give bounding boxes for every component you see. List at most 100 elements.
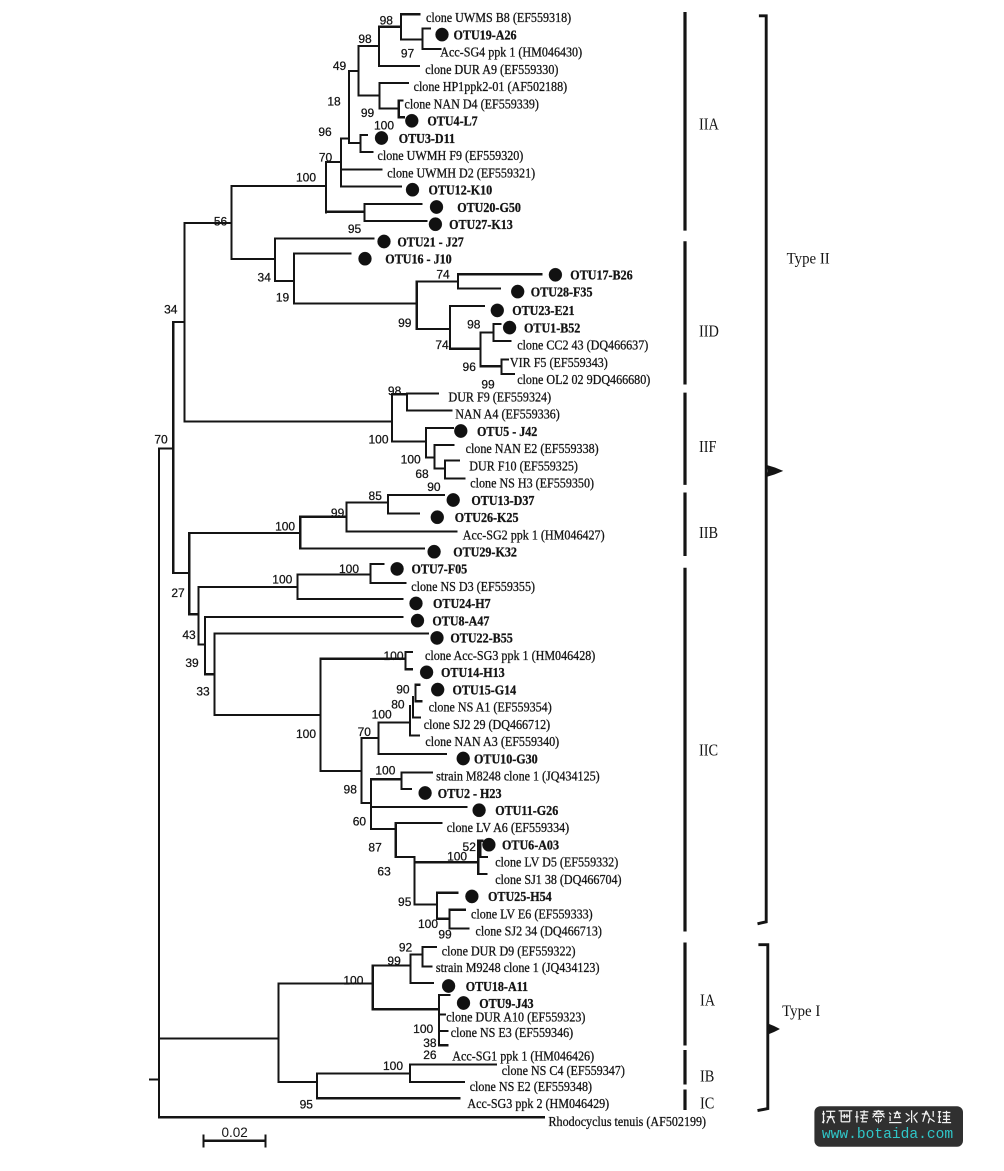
svg-text:OTU10-G30: OTU10-G30 <box>474 750 538 766</box>
svg-text:OTU6-A03: OTU6-A03 <box>502 837 559 853</box>
svg-text:60: 60 <box>353 814 367 828</box>
svg-text:clone NS D3 (EF559355): clone NS D3 (EF559355) <box>411 578 535 594</box>
svg-text:98: 98 <box>344 783 358 797</box>
svg-text:99: 99 <box>438 927 452 941</box>
svg-text:98: 98 <box>358 32 372 46</box>
svg-text:98: 98 <box>380 14 394 28</box>
svg-text:OTU24-H7: OTU24-H7 <box>433 595 491 611</box>
svg-text:27: 27 <box>171 586 185 600</box>
svg-text:96: 96 <box>463 360 477 374</box>
svg-text:clone NS E2 (EF559348): clone NS E2 (EF559348) <box>470 1078 592 1094</box>
svg-text:100: 100 <box>401 453 421 467</box>
svg-text:74: 74 <box>435 338 449 352</box>
svg-text:OTU15-G14: OTU15-G14 <box>453 682 517 698</box>
svg-text:OTU3-D11: OTU3-D11 <box>399 130 455 146</box>
svg-text:clone OL2 02 9DQ466680): clone OL2 02 9DQ466680) <box>517 371 650 387</box>
svg-text:90: 90 <box>396 683 410 697</box>
svg-text:95: 95 <box>398 895 412 909</box>
svg-text:90: 90 <box>427 480 441 494</box>
svg-text:IIA: IIA <box>699 115 720 133</box>
svg-text:18: 18 <box>327 95 341 109</box>
svg-text:100: 100 <box>343 974 363 988</box>
svg-text:clone NAN E2 (EF559338): clone NAN E2 (EF559338) <box>466 440 599 456</box>
svg-text:Acc-SG3 ppk 2 (HM046429): Acc-SG3 ppk 2 (HM046429) <box>467 1095 609 1111</box>
svg-text:strain M9248 clone 1 (JQ434123: strain M9248 clone 1 (JQ434123) <box>436 959 600 975</box>
svg-text:95: 95 <box>348 222 362 236</box>
svg-text:100: 100 <box>375 764 395 778</box>
svg-text:OTU16 - J10: OTU16 - J10 <box>385 251 452 267</box>
svg-text:clone NS H3 (EF559350): clone NS H3 (EF559350) <box>470 475 594 491</box>
svg-text:70: 70 <box>358 725 372 739</box>
svg-text:85: 85 <box>369 489 383 503</box>
svg-text:OTU7-F05: OTU7-F05 <box>412 561 468 577</box>
svg-text:63: 63 <box>377 865 391 879</box>
svg-text:OTU8-A47: OTU8-A47 <box>432 613 489 629</box>
svg-text:0.02: 0.02 <box>221 1125 247 1140</box>
svg-text:34: 34 <box>258 270 272 284</box>
svg-text:OTU22-B55: OTU22-B55 <box>450 630 513 646</box>
svg-text:100: 100 <box>275 520 295 534</box>
svg-text:19: 19 <box>276 291 290 305</box>
svg-text:99: 99 <box>331 506 345 520</box>
svg-text:70: 70 <box>154 433 168 447</box>
svg-text:49: 49 <box>333 59 347 73</box>
svg-text:OTU29-K32: OTU29-K32 <box>453 544 517 560</box>
svg-text:OTU17-B26: OTU17-B26 <box>570 267 633 283</box>
svg-text:99: 99 <box>398 316 412 330</box>
svg-text:99: 99 <box>387 954 401 968</box>
svg-text:56: 56 <box>214 215 228 229</box>
svg-text:99: 99 <box>481 378 495 392</box>
svg-text:IC: IC <box>700 1095 714 1113</box>
svg-text:IIF: IIF <box>699 438 717 456</box>
svg-text:OTU28-F35: OTU28-F35 <box>531 284 593 300</box>
svg-text:38: 38 <box>423 1036 437 1050</box>
svg-text:87: 87 <box>368 840 382 854</box>
svg-text:99: 99 <box>361 106 375 120</box>
svg-text:DUR F9 (EF559324): DUR F9 (EF559324) <box>449 389 552 405</box>
svg-text:70: 70 <box>319 151 333 165</box>
svg-text:OTU23-E21: OTU23-E21 <box>512 302 574 318</box>
svg-text:clone Acc-SG3 ppk 1 (HM046428): clone Acc-SG3 ppk 1 (HM046428) <box>425 647 595 663</box>
svg-text:100: 100 <box>296 727 316 741</box>
svg-text:IIB: IIB <box>699 524 718 542</box>
svg-text:clone HP1ppk2-01 (AF502188): clone HP1ppk2-01 (AF502188) <box>414 78 568 94</box>
svg-text:clone SJ1 38 (DQ466704): clone SJ1 38 (DQ466704) <box>495 871 621 887</box>
svg-text:clone LV A6 (EF559334): clone LV A6 (EF559334) <box>447 819 569 835</box>
svg-text:Acc-SG4 ppk 1 (HM046430): Acc-SG4 ppk 1 (HM046430) <box>440 44 582 60</box>
svg-text:39: 39 <box>185 656 199 670</box>
svg-text:98: 98 <box>467 318 481 332</box>
svg-text:www.botaida.com: www.botaida.com <box>822 1127 954 1143</box>
svg-text:96: 96 <box>318 125 332 139</box>
svg-text:Acc-SG2 ppk 1 (HM046427): Acc-SG2 ppk 1 (HM046427) <box>463 526 605 542</box>
svg-text:OTU13-D37: OTU13-D37 <box>471 492 534 508</box>
svg-text:OTU26-K25: OTU26-K25 <box>455 509 519 525</box>
svg-text:Type I: Type I <box>782 1003 820 1021</box>
svg-text:clone DUR A10 (EF559323): clone DUR A10 (EF559323) <box>446 1009 585 1025</box>
svg-text:IA: IA <box>700 992 716 1010</box>
svg-text:52: 52 <box>463 840 477 854</box>
svg-text:OTU20-G50: OTU20-G50 <box>457 199 521 215</box>
svg-text:OTU12-K10: OTU12-K10 <box>429 182 493 198</box>
svg-text:100: 100 <box>272 572 292 586</box>
svg-text:clone SJ2 29 (DQ466712): clone SJ2 29 (DQ466712) <box>424 716 550 732</box>
svg-text:100: 100 <box>368 432 388 446</box>
svg-text:clone DUR D9 (EF559322): clone DUR D9 (EF559322) <box>442 943 576 959</box>
svg-text:97: 97 <box>401 47 415 61</box>
svg-text:IB: IB <box>700 1068 714 1086</box>
svg-text:100: 100 <box>296 171 316 185</box>
svg-text:VIR F5 (EF559343): VIR F5 (EF559343) <box>510 354 608 370</box>
svg-text:68: 68 <box>415 467 429 481</box>
svg-text:100: 100 <box>418 917 438 931</box>
svg-text:OTU2 - H23: OTU2 - H23 <box>438 785 502 801</box>
svg-text:26: 26 <box>423 1048 437 1062</box>
svg-text:clone UWMH D2 (EF559321): clone UWMH D2 (EF559321) <box>387 164 535 180</box>
svg-text:33: 33 <box>196 685 210 699</box>
svg-text:NAN A4 (EF559336): NAN A4 (EF559336) <box>455 406 560 422</box>
svg-text:34: 34 <box>164 303 178 317</box>
svg-text:clone NS A1 (EF559354): clone NS A1 (EF559354) <box>429 699 552 715</box>
svg-text:100: 100 <box>374 119 394 133</box>
svg-text:98: 98 <box>388 384 402 398</box>
svg-text:80: 80 <box>391 698 405 712</box>
svg-text:IIC: IIC <box>699 742 718 760</box>
svg-text:clone UWMS B8 (EF559318): clone UWMS B8 (EF559318) <box>426 9 571 25</box>
